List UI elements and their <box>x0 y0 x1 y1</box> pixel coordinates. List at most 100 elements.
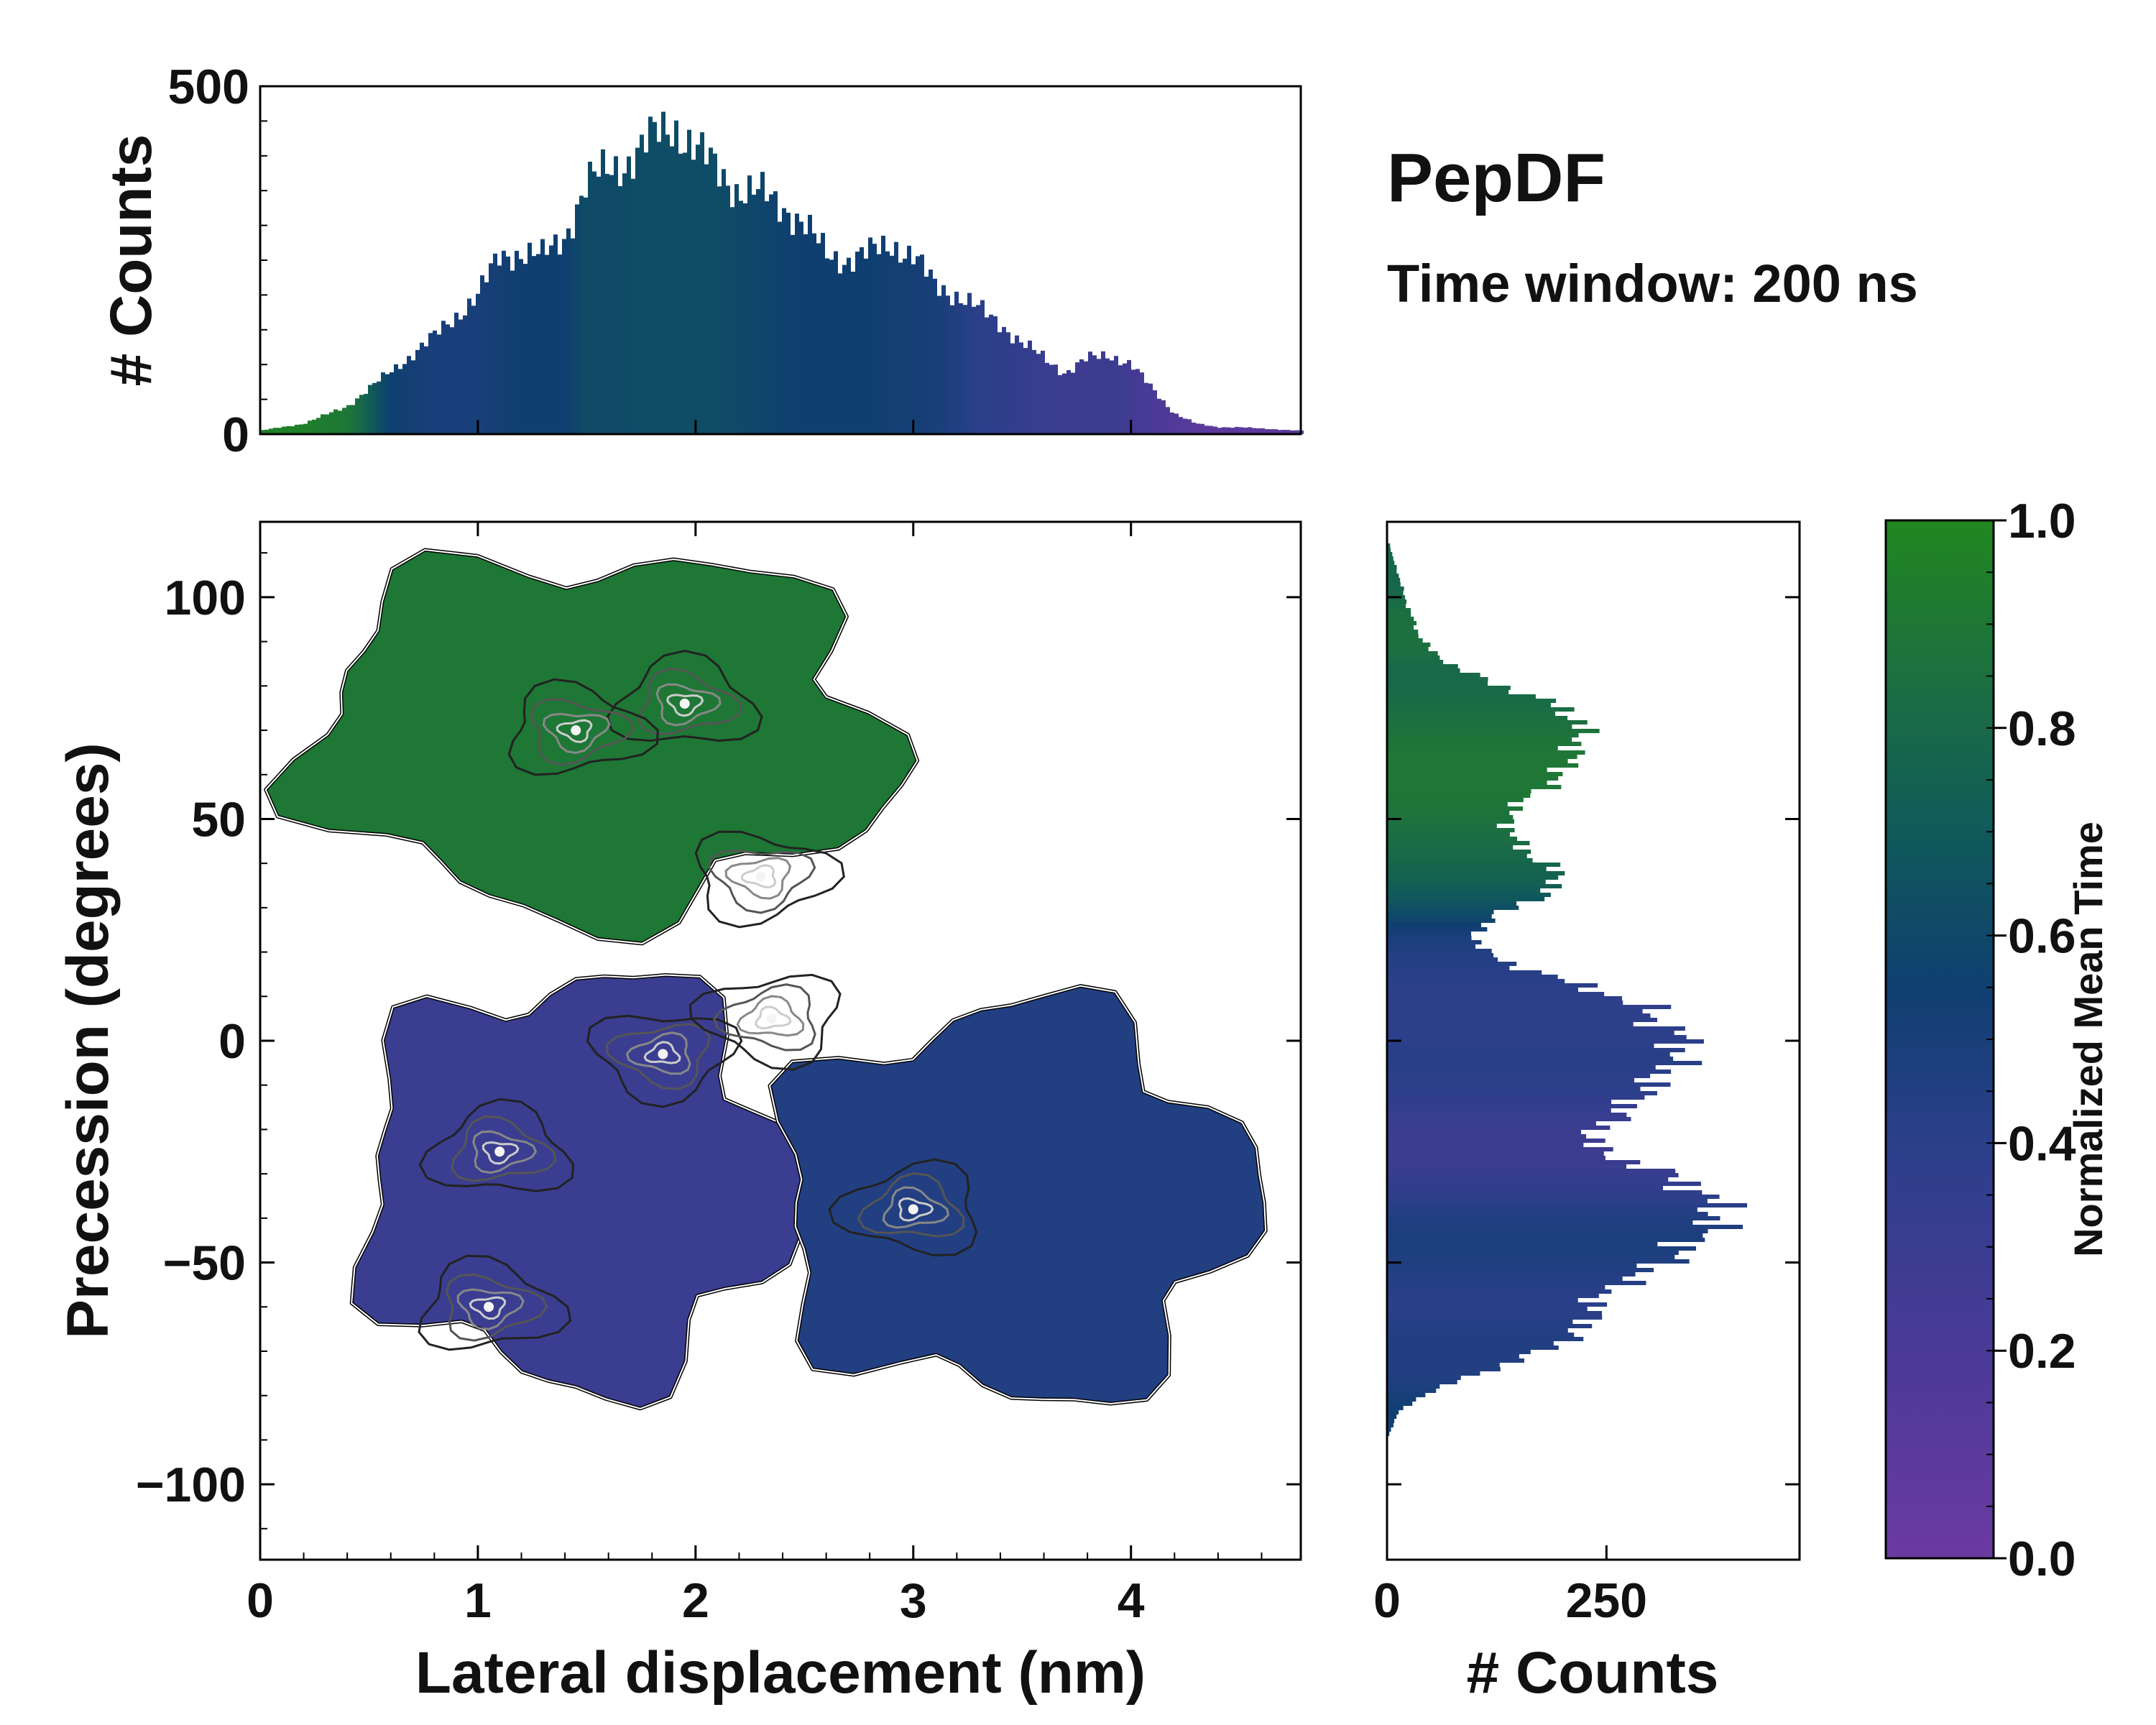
density-contour-8-4 <box>469 1296 507 1320</box>
top-histogram-bar <box>786 212 791 434</box>
colorbar-tick-label: 0.8 <box>2008 702 2076 756</box>
right-histogram-bar <box>1387 724 1572 729</box>
main-y-label: Precession (degrees) <box>55 742 121 1339</box>
right-histogram-bar <box>1387 819 1515 824</box>
right-histogram-bar <box>1387 798 1524 802</box>
top-histogram-bar <box>394 364 398 434</box>
top-histogram-bar <box>566 228 571 434</box>
right-histogram-bars <box>1387 543 1748 1440</box>
right-histogram-bar <box>1387 970 1542 975</box>
main-y-tick-label: −50 <box>163 1236 246 1291</box>
top-histogram-bar <box>1196 423 1200 434</box>
top-histogram-bar <box>756 189 760 434</box>
top-histogram-bar <box>618 186 622 434</box>
right-histogram-bar <box>1387 681 1488 686</box>
right-histogram-bar <box>1387 686 1511 690</box>
right-histogram-bar <box>1387 1354 1519 1358</box>
right-histogram-bar <box>1387 897 1545 901</box>
right-histogram-bar <box>1387 750 1585 755</box>
right-histogram-bar <box>1387 677 1488 681</box>
top-histogram-bar <box>355 398 359 434</box>
right-histogram-bar <box>1387 776 1559 781</box>
right-histogram-bar <box>1387 927 1488 932</box>
top-histogram-bar <box>847 257 851 434</box>
top-histogram-bar <box>967 293 972 434</box>
top-histogram-bar <box>1213 426 1217 434</box>
right-histogram-bar <box>1387 1285 1606 1289</box>
top-histogram-bar <box>911 264 916 434</box>
right-histogram-bar <box>1387 1333 1575 1337</box>
right-histogram-bar <box>1387 1000 1623 1005</box>
top-histogram-bar <box>295 424 299 434</box>
top-histogram-bar <box>881 235 885 434</box>
right-histogram-bar <box>1387 1013 1651 1018</box>
main-x-tick-label: 0 <box>247 1573 274 1628</box>
top-histogram-bar <box>894 242 898 434</box>
top-histogram-bar <box>1174 413 1179 434</box>
top-histogram-bar <box>640 134 644 434</box>
right-histogram-bar <box>1387 1229 1708 1233</box>
right-histogram-bar <box>1387 599 1407 604</box>
right-histogram-bar <box>1387 1156 1606 1160</box>
right-histogram-panel: 0 250 # Counts <box>1373 520 1801 1706</box>
right-histogram-bar <box>1387 910 1494 914</box>
top-histogram-bar <box>907 245 911 434</box>
right-histogram-bar <box>1387 1371 1480 1376</box>
colorbar-tick-label: 0.6 <box>2008 909 2076 964</box>
right-histogram-bar <box>1387 699 1557 703</box>
top-histogram-bar <box>760 172 765 435</box>
top-histogram-bar <box>1209 426 1213 434</box>
top-histogram-bar <box>377 381 381 434</box>
right-histogram-bar <box>1387 932 1472 936</box>
right-histogram-bar <box>1387 1427 1391 1432</box>
right-histogram-bar <box>1387 1242 1658 1246</box>
right-histogram-bar <box>1387 1367 1501 1371</box>
right-histogram-bar <box>1387 832 1510 837</box>
top-histogram-bar <box>609 175 614 434</box>
colorbar: 0.0 0.2 0.4 0.6 0.8 1.0 Normalized Mean Time <box>1884 494 2111 1586</box>
right-histogram-bar <box>1387 625 1414 630</box>
right-histogram-bar <box>1387 1117 1631 1121</box>
top-histogram-bar <box>700 132 704 434</box>
top-histogram-bar <box>622 173 627 434</box>
right-histogram-bar <box>1387 906 1519 910</box>
top-histogram-bar <box>890 255 894 434</box>
top-histogram-bar <box>851 271 855 434</box>
right-histogram-bar <box>1387 888 1541 893</box>
top-histogram-bar <box>333 409 338 434</box>
top-histogram-bar <box>950 305 954 434</box>
right-histogram-bar <box>1387 1216 1720 1220</box>
right-histogram-bar <box>1387 781 1547 785</box>
right-histogram-bar <box>1387 1052 1670 1057</box>
right-histogram-bar <box>1387 1389 1437 1393</box>
top-histogram-bar <box>903 258 907 434</box>
top-histogram-bar <box>1079 359 1084 434</box>
density-contours <box>418 649 978 1351</box>
top-histogram-bar <box>415 349 420 434</box>
right-histogram-bar <box>1387 604 1406 608</box>
top-histogram-bar <box>963 305 967 434</box>
top-histogram-bar <box>717 186 722 434</box>
top-histogram-bar <box>528 242 532 434</box>
top-histogram-bar <box>1123 363 1127 434</box>
top-histogram-bar <box>877 254 881 434</box>
top-histogram-bar <box>338 410 342 434</box>
right-histogram-bar <box>1387 729 1600 733</box>
right-histogram-bar <box>1387 746 1558 750</box>
top-histogram-bar <box>812 233 816 434</box>
right-histogram-bar <box>1387 1182 1701 1186</box>
density-peak-8 <box>484 1302 494 1312</box>
top-histogram-bar <box>709 147 713 434</box>
top-histogram-bar <box>937 295 941 434</box>
top-histogram-bar <box>1028 340 1032 434</box>
top-histogram-panel: 0 500 # Counts <box>98 60 1304 462</box>
top-histogram-bar <box>920 254 924 434</box>
right-histogram-bar <box>1387 1134 1587 1138</box>
top-histogram-bar <box>269 428 273 434</box>
top-histogram-bar <box>752 194 756 434</box>
right-histogram-bar <box>1387 1164 1627 1169</box>
figure-title: PepDF <box>1387 139 1606 216</box>
right-histogram-bar <box>1387 867 1547 871</box>
right-histogram-bar <box>1387 1259 1690 1264</box>
